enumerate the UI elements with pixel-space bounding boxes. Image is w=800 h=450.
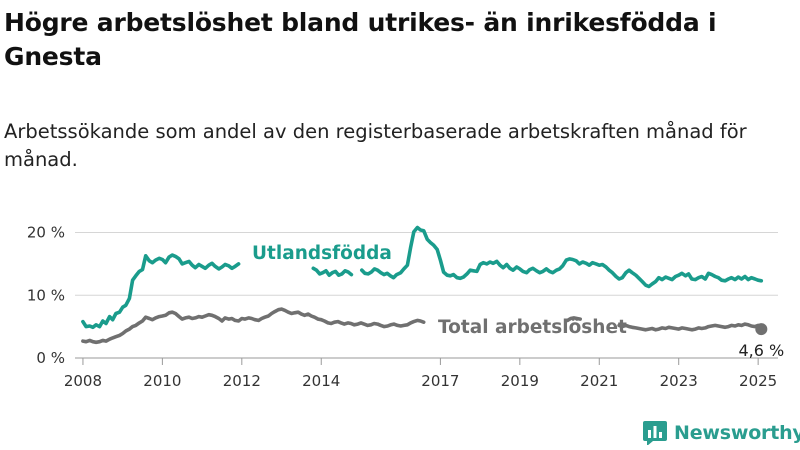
x-tick-label: 2021	[580, 372, 618, 390]
x-axis: 2008 2010 2012 2014 2017 2019 2021 2023 2025	[64, 358, 777, 390]
y-tick-label: 10 %	[27, 286, 65, 304]
brand-logo[interactable]: Newsworthy	[643, 418, 800, 448]
y-tick-label: 0 %	[36, 349, 65, 367]
end-point-marker	[755, 323, 768, 336]
series-label-utlandsfodda: Utlandsfödda	[252, 243, 392, 264]
end-value-label: 4,6 %	[738, 341, 784, 360]
series-labels: Utlandsfödda Total arbetslöshet 4,6 %	[252, 243, 784, 360]
x-tick-label: 2023	[660, 372, 698, 390]
chart-title: Högre arbetslöshet bland utrikes- än inr…	[4, 8, 717, 71]
x-tick-label: 2025	[739, 372, 777, 390]
x-tick-label: 2008	[64, 372, 102, 390]
y-axis: 0 % 10 % 20 %	[27, 224, 65, 367]
series-line-total	[81, 307, 764, 345]
series-label-total: Total arbetslöshet	[438, 317, 627, 338]
x-tick-label: 2014	[302, 372, 340, 390]
x-tick-label: 2019	[501, 372, 539, 390]
newsworthy-logo-icon	[643, 421, 667, 445]
brand-name: Newsworthy	[674, 422, 800, 444]
series-lines	[81, 225, 764, 345]
chart-subtitle: Arbetssökande som andel av den registerb…	[4, 120, 747, 171]
x-tick-label: 2010	[143, 372, 181, 390]
series-line-utlandsfodda	[81, 225, 764, 330]
grid-lines	[75, 232, 778, 359]
x-tick-label: 2017	[421, 372, 459, 390]
y-tick-label: 20 %	[27, 224, 65, 242]
x-tick-label: 2012	[223, 372, 261, 390]
